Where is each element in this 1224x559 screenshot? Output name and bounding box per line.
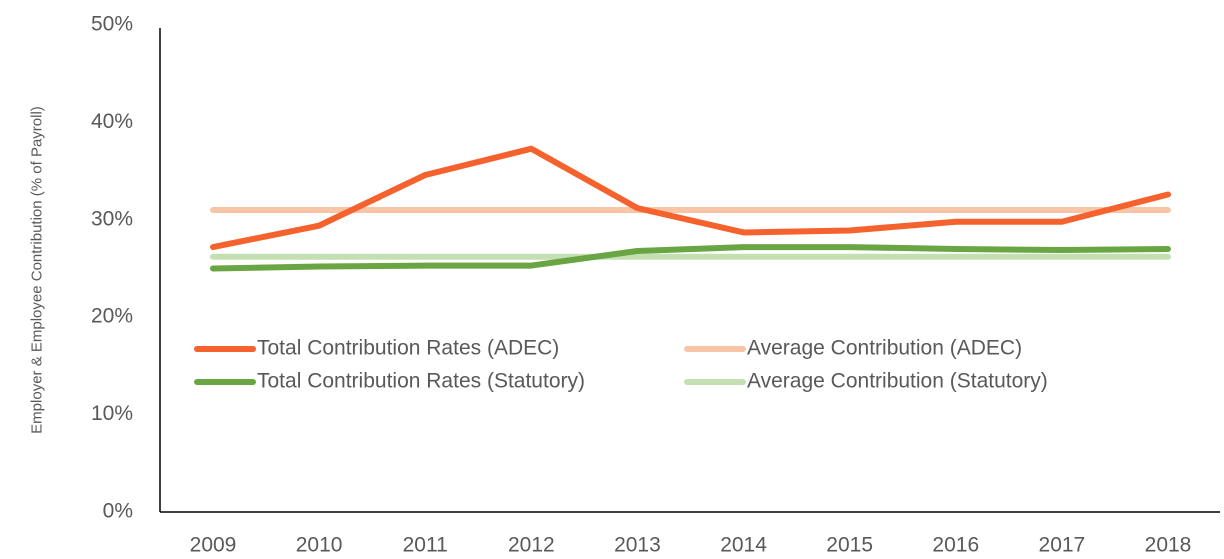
x-tick-label: 2012 — [508, 534, 555, 557]
series-line — [210, 244, 1171, 272]
legend-label: Total Contribution Rates (ADEC) — [257, 337, 559, 360]
legend-label: Total Contribution Rates (Statutory) — [257, 370, 585, 393]
x-tick-label: 2010 — [296, 534, 343, 557]
y-tick-label: 50% — [91, 13, 133, 36]
y-tick-label: 20% — [91, 305, 133, 328]
y-tick-label: 0% — [103, 500, 133, 523]
x-tick-label: 2017 — [1039, 534, 1086, 557]
x-tick-label: 2014 — [720, 534, 767, 557]
legend-label: Average Contribution (Statutory) — [747, 370, 1048, 393]
x-tick-label: 2009 — [190, 534, 237, 557]
y-axis-label: Employer & Employee Contribution (% of P… — [28, 106, 46, 434]
y-tick-label: 10% — [91, 402, 133, 425]
x-tick-label: 2015 — [826, 534, 873, 557]
y-tick-label: 40% — [91, 110, 133, 133]
y-tick-label: 30% — [91, 207, 133, 230]
legend-label: Average Contribution (ADEC) — [747, 337, 1022, 360]
series-line — [210, 145, 1171, 251]
x-tick-label: 2016 — [932, 534, 979, 557]
x-tick-label: 2018 — [1145, 534, 1192, 557]
x-tick-label: 2011 — [403, 534, 448, 557]
x-tick-label: 2013 — [614, 534, 661, 557]
